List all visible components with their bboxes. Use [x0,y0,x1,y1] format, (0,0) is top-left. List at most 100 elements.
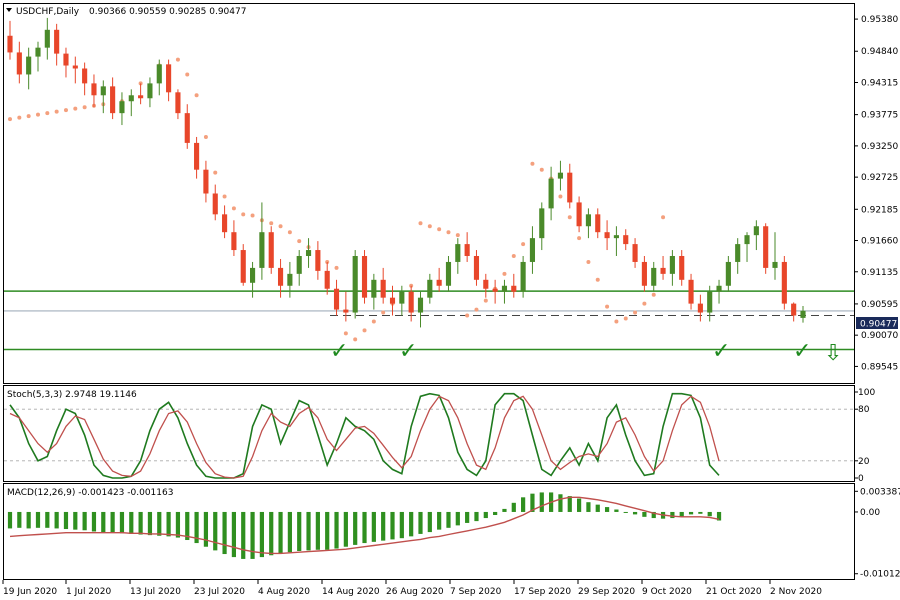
candle-body [613,235,619,239]
sar-dot [623,316,628,321]
down-arrow-icon: ⇩ [824,341,842,366]
date-tick-label: 17 Sep 2020 [514,587,571,597]
macd-bar [586,502,591,512]
candle-body [147,83,153,99]
candle-body [249,267,256,283]
macd-bar [390,511,395,540]
sar-dot [465,313,470,318]
candle-body [436,279,442,286]
macd-bar [539,492,544,512]
candle-body [100,86,106,96]
sar-dot [278,224,283,229]
candle-body [511,285,517,292]
candle-body [557,172,564,179]
candle-body [82,68,88,84]
candle-body [483,279,489,289]
macd-bar [213,511,218,551]
sar-dot [595,277,600,282]
macd-bar [521,497,526,512]
candle-body [389,297,396,304]
macd-bar [437,511,442,530]
dropdown-triangle-icon[interactable] [6,8,12,12]
candle-body [697,303,703,313]
sar-dot [362,328,367,333]
macd-bar [558,494,563,512]
candle-body [166,64,172,93]
candle-body [679,256,685,280]
stoch-tick-label: 20 [858,457,870,467]
candle-body [371,279,377,298]
stoch-tick-label: 80 [858,405,870,415]
candle-body [604,232,610,239]
sar-dot [474,307,479,312]
sar-dot [511,254,516,258]
candle-body [707,291,713,313]
sar-dot [241,212,246,217]
price-tick-label: 0.91135 [861,268,898,278]
candle-body [343,309,349,313]
candle-body [763,226,769,268]
sar-dot [185,72,190,77]
price-tick-label: 0.90070 [861,331,898,341]
sar-dot [35,112,40,117]
stoch-layer [4,392,854,479]
sar-dot [353,337,358,342]
current-price-badge [856,317,898,329]
price-tick-label: 0.94315 [861,78,898,88]
candle-body [138,95,144,99]
candle-body [744,235,750,245]
candle-body [501,285,508,292]
macd-bar [26,511,31,529]
macd-bar [623,511,628,513]
sar-dot [427,224,432,229]
candle-body [492,288,498,292]
sar-dot [539,167,544,172]
macd-bar [502,508,507,512]
candle-body [567,172,573,203]
sar-dot [231,206,236,211]
macd-bar [353,511,358,545]
sar-dot [63,108,68,113]
candle-body [539,208,545,239]
macd-bar [129,511,134,534]
macd-bar [679,511,684,517]
macd-bar [334,511,339,549]
macd-layer [7,492,722,559]
candle-body [464,244,470,256]
sar-dot [26,114,31,119]
macd-bar [203,511,209,547]
price-tick-label: 0.93775 [861,111,898,121]
candle-body [716,285,722,292]
check-mark-icon: ✓ [399,339,417,364]
sar-dot [287,230,292,235]
check-mark-icon: ✓ [330,339,348,364]
macd-bar [175,511,181,538]
macd-bar [297,511,302,551]
candle-body [63,53,69,66]
macd-bar [716,511,722,521]
sar-dot [633,310,638,315]
macd-bar [642,511,647,517]
sar-dot [567,215,572,220]
macd-bar [287,511,292,553]
macd-bar [45,511,50,528]
candle-body [399,291,405,304]
sar-dot [17,115,22,120]
macd-bar [54,511,59,529]
macd-bar [63,511,69,530]
candle-body [380,279,386,298]
candle-body [72,65,78,69]
macd-bar [269,511,274,556]
candle-body [576,202,582,227]
price-tick-label: 0.91660 [861,237,898,247]
macd-bar [465,511,470,523]
candle-body [26,56,32,75]
macd-bar [455,511,460,526]
stoch-main-line [9,392,720,479]
price-tick-label: 0.93250 [861,142,898,152]
candle-body [781,261,787,304]
macd-bar [147,511,153,536]
macd-bar [343,511,348,547]
macd-title: MACD(12,26,9) -0.001423 -0.001163 [7,488,173,498]
macd-bar [278,511,283,554]
